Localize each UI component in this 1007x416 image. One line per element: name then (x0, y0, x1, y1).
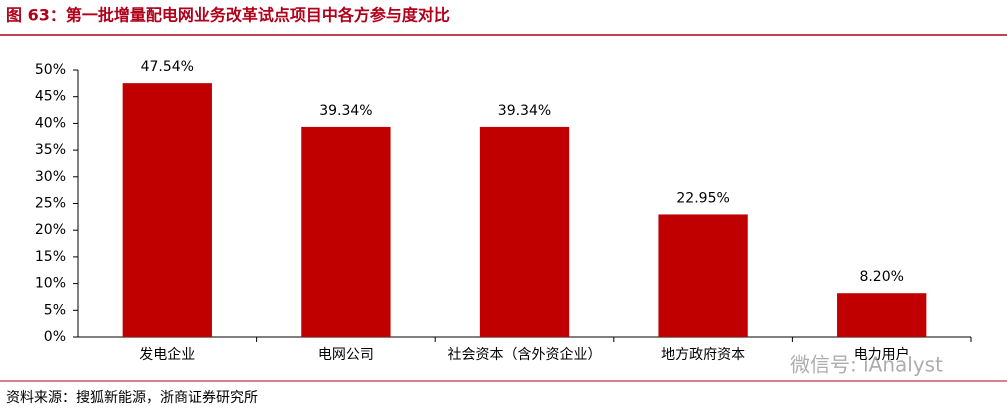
y-tick-label: 40% (35, 115, 66, 131)
y-tick-label: 0% (44, 329, 66, 345)
bar (301, 126, 391, 337)
y-tick-label: 5% (44, 302, 66, 318)
bar (122, 83, 212, 337)
y-tick-label: 50% (35, 62, 66, 78)
bar (837, 293, 927, 337)
value-label: 8.20% (859, 269, 903, 285)
y-tick-label: 15% (35, 249, 66, 265)
chart-title: 图 63：第一批增量配电网业务改革试点项目中各方参与度对比 (6, 6, 450, 25)
y-tick-label: 45% (35, 89, 66, 105)
x-tick-label: 发电企业 (139, 346, 195, 363)
y-tick-label: 35% (35, 142, 66, 158)
y-tick-label: 10% (35, 276, 66, 292)
value-label: 47.54% (141, 59, 194, 75)
value-label: 39.34% (319, 103, 372, 119)
watermark: 微信号: iAnalyst (790, 353, 943, 377)
y-tick-label: 20% (35, 222, 66, 238)
bar (658, 214, 748, 337)
x-tick-label: 电网公司 (318, 347, 374, 363)
bar (479, 126, 570, 337)
value-label: 22.95% (676, 190, 729, 206)
x-tick-label: 地方政府资本 (661, 347, 745, 363)
x-tick-label: 社会资本（含外资企业） (448, 346, 602, 363)
plot: 0% 5% 10% 15% 20% 25% 30% 35% 40% 45% 50% 发电企业 47.54… (35, 59, 972, 363)
source-note: 资料来源：搜狐新能源，浙商证券研究所 (6, 390, 258, 406)
x-tick-label: 电力用户 (854, 346, 910, 363)
value-label: 39.34% (498, 103, 551, 119)
y-tick-label: 25% (35, 196, 66, 212)
y-tick-label: 30% (35, 169, 66, 185)
